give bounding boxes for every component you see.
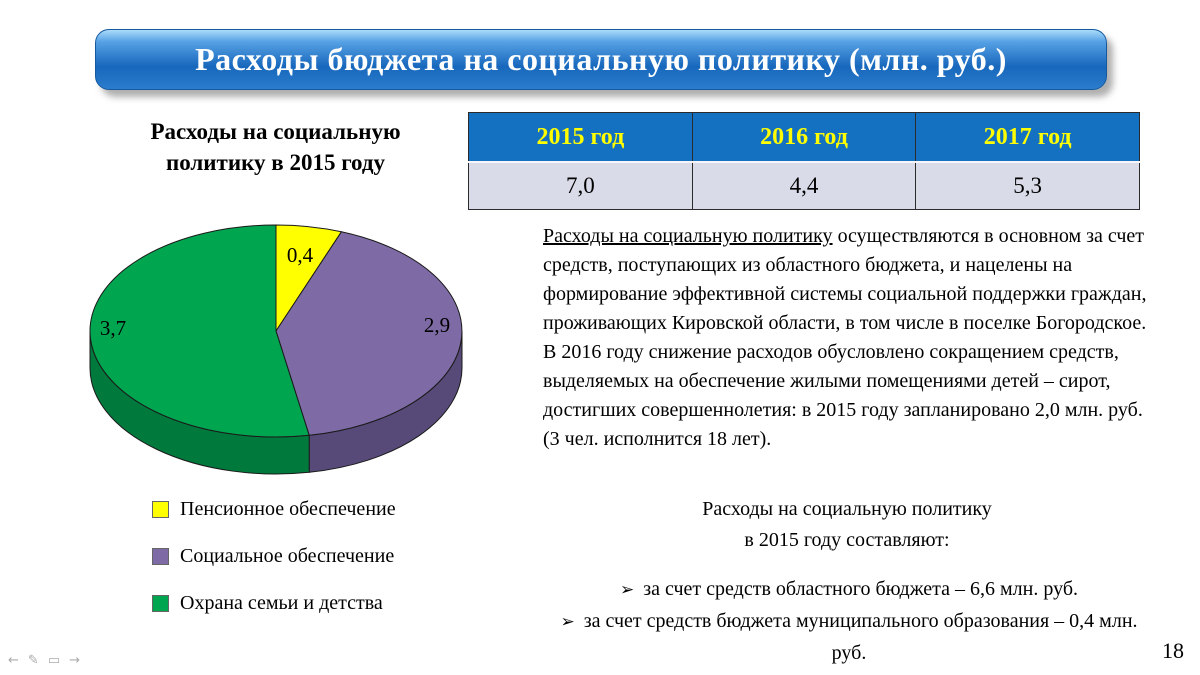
table-value-2015: 7,0	[468, 161, 693, 210]
pie-chart-title: Расходы на социальную политику в 2015 го…	[150, 119, 401, 175]
pie-chart: 0,4 2,9 3,7	[89, 224, 463, 475]
legend-item-pension: Пенсионное обеспечение	[152, 498, 396, 520]
slides-menu-icon[interactable]: ▭	[47, 653, 61, 668]
bullet-item-regional-budget: ➢ за счет средств областного бюджета – 6,…	[551, 574, 1147, 606]
legend-item-social: Социальное обеспечение	[152, 545, 396, 567]
summary-bullets: ➢ за счет средств областного бюджета – 6,…	[551, 574, 1147, 669]
table-header-2017: 2017 год	[915, 112, 1140, 163]
description-paragraph: Расходы на социальную политику осуществл…	[543, 222, 1147, 454]
table-value-2016: 4,4	[691, 161, 917, 210]
bullet-text: за счет средств областного бюджета – 6,6…	[643, 578, 1079, 600]
pie-value-label-social: 2,9	[424, 313, 450, 337]
pie-legend: Пенсионное обеспечение Социальное обеспе…	[152, 498, 396, 640]
paragraph-lead-underlined: Расходы на социальную политику	[543, 225, 833, 247]
bullet-item-municipal-budget: ➢ за счет средств бюджета муниципального …	[551, 606, 1147, 669]
bullet-arrow-icon: ➢	[619, 580, 635, 600]
presentation-controls: ← ✎ ▭ →	[8, 653, 80, 668]
table-header-2016: 2016 год	[691, 112, 917, 163]
legend-label: Социальное обеспечение	[180, 545, 395, 567]
title-banner: Расходы бюджета на социальную политику (…	[95, 29, 1107, 90]
legend-swatch-yellow	[152, 501, 169, 518]
legend-label: Охрана семьи и детства	[180, 592, 383, 614]
slide-number: 18	[1162, 638, 1184, 663]
table-value-2017: 5,3	[915, 161, 1140, 210]
slide-title: Расходы бюджета на социальную политику (…	[195, 41, 1007, 77]
pie-slice-social	[275, 231, 463, 436]
table-header-row: 2015 год 2016 год 2017 год	[468, 112, 1140, 163]
bullet-text: за счет средств бюджета муниципального о…	[583, 610, 1138, 664]
bullet-arrow-icon: ➢	[560, 612, 575, 632]
summary-heading: Расходы на социальную политику в 2015 го…	[702, 498, 992, 551]
paragraph-body: осуществляются в основном за счет средст…	[543, 225, 1147, 450]
expenses-table: 2015 год 2016 год 2017 год 7,0 4,4 5,3	[468, 112, 1140, 210]
table-header-2015: 2015 год	[468, 112, 693, 163]
pie-value-label-family: 3,7	[100, 316, 126, 340]
legend-swatch-green	[152, 595, 169, 612]
legend-item-family: Охрана семьи и детства	[152, 592, 396, 614]
next-slide-icon[interactable]: →	[69, 653, 81, 668]
pen-tool-icon[interactable]: ✎	[27, 653, 39, 668]
legend-label: Пенсионное обеспечение	[180, 498, 396, 520]
pie-slice-family	[89, 224, 310, 438]
prev-slide-icon[interactable]: ←	[8, 653, 19, 668]
table-value-row: 7,0 4,4 5,3	[468, 161, 1140, 210]
legend-swatch-purple	[152, 548, 169, 565]
pie-value-label-pension: 0,4	[287, 243, 314, 267]
